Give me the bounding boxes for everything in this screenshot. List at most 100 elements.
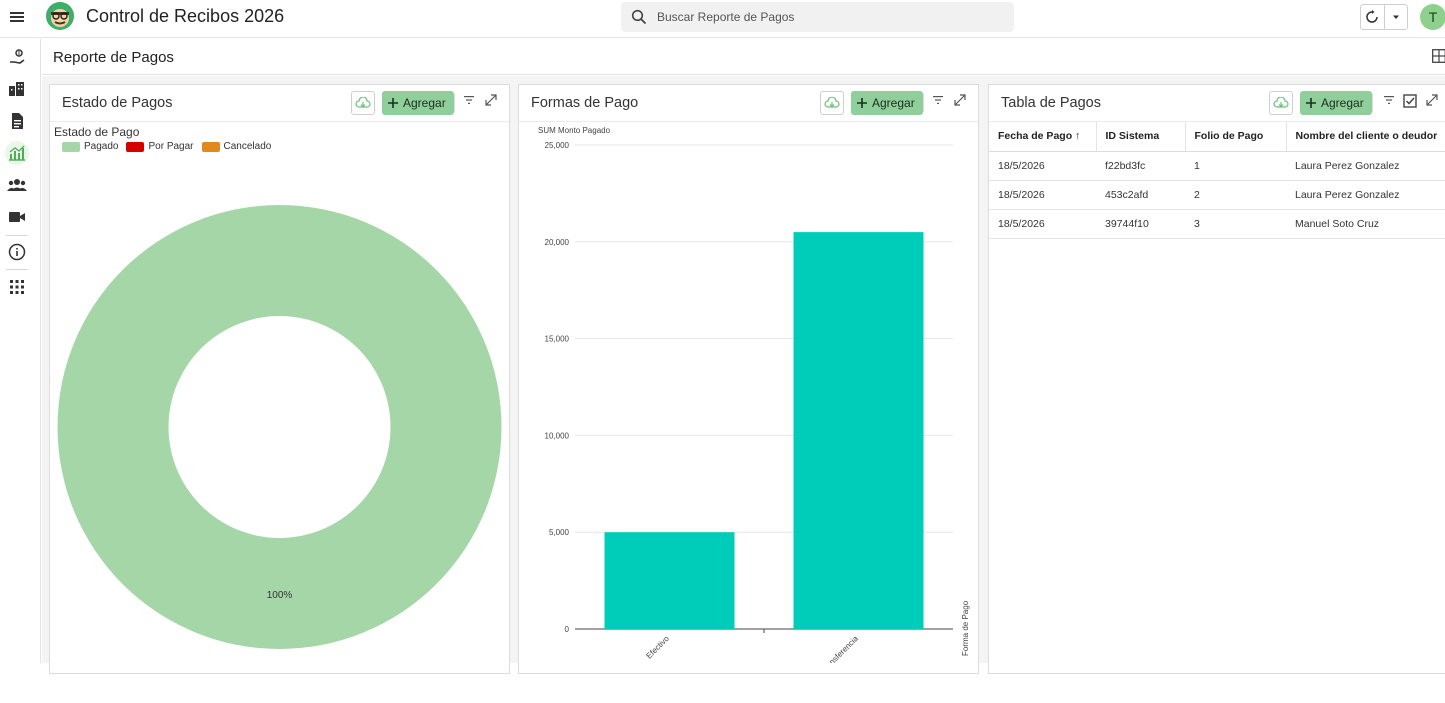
page-header: Reporte de Pagos: [42, 39, 1445, 75]
page-title: Reporte de Pagos: [53, 49, 174, 66]
cell-id: 453c2afd: [1096, 180, 1185, 210]
cloud-download-icon: [355, 97, 371, 108]
plus-icon: [1306, 98, 1316, 108]
cloud-download-icon: [1273, 97, 1289, 108]
panel-title: Formas de Pago: [531, 95, 639, 111]
pie-slice-pagado: [57, 205, 502, 649]
y-tick-label: 10,000: [545, 431, 570, 440]
filter-icon[interactable]: [463, 94, 475, 106]
expand-icon[interactable]: [954, 94, 966, 106]
cell-fecha: 18/5/2026: [989, 151, 1096, 181]
cell-fecha: 18/5/2026: [989, 180, 1096, 210]
nav-video-icon[interactable]: [5, 205, 29, 229]
add-button-label: Agregar: [403, 96, 446, 110]
panel-header: Formas de Pago Agregar: [519, 85, 978, 122]
cloud-download-icon: [824, 97, 840, 108]
layout-grid-icon[interactable]: [1432, 49, 1445, 63]
nav-payments-icon[interactable]: [5, 45, 29, 69]
nav-document-icon[interactable]: [5, 109, 29, 133]
left-nav-rail: [0, 39, 41, 663]
y-tick-label: 20,000: [545, 238, 570, 247]
top-bar: Control de Recibos 2026 T: [0, 0, 1445, 38]
y-tick-label: 0: [565, 625, 570, 634]
panel-header: Tabla de Pagos Agregar: [989, 85, 1445, 122]
search-bar[interactable]: [621, 2, 1014, 32]
y-tick-label: 5,000: [549, 528, 570, 537]
expand-icon[interactable]: [485, 94, 497, 106]
menu-icon[interactable]: [6, 6, 28, 28]
table-row[interactable]: 18/5/2026 f22bd3fc 1 Laura Perez Gonzale…: [989, 151, 1445, 181]
cloud-download-button[interactable]: [1269, 91, 1293, 115]
legend-title: Estado de Pago: [54, 125, 140, 139]
panel-title: Estado de Pagos: [62, 95, 173, 111]
sync-button[interactable]: [1361, 5, 1385, 29]
panel-header: Estado de Pagos Agregar: [50, 85, 509, 122]
panel-title: Tabla de Pagos: [1001, 95, 1101, 111]
nav-buildings-icon[interactable]: [5, 77, 29, 101]
table-header-row: Fecha de Pago ↑ ID Sistema Folio de Pago…: [989, 122, 1445, 152]
cell-folio: 2: [1185, 180, 1286, 210]
cell-id: 39744f10: [1096, 209, 1185, 239]
pie-data-label: 100%: [267, 590, 293, 601]
app-logo: [46, 2, 74, 30]
cell-id: f22bd3fc: [1096, 151, 1185, 181]
caret-down-icon: [1392, 15, 1399, 19]
y-axis-label: SUM Monto Pagado: [538, 126, 611, 135]
legend-item-pagado[interactable]: Pagado: [62, 141, 118, 152]
legend-item-cancelado[interactable]: Cancelado: [201, 141, 272, 152]
payments-table: Fecha de Pago ↑ ID Sistema Folio de Pago…: [989, 122, 1445, 239]
nav-divider: [6, 269, 28, 270]
column-header-id[interactable]: ID Sistema: [1096, 122, 1186, 152]
plus-icon: [388, 98, 398, 108]
sort-asc-icon: ↑: [1075, 130, 1081, 143]
legend-label: Pagado: [84, 141, 119, 152]
user-avatar[interactable]: T: [1420, 4, 1445, 30]
plus-icon: [857, 98, 867, 108]
donut-chart: 100%: [57, 205, 502, 649]
panel-formas-de-pago: Formas de Pago Agregar SUM Monto Pagado 0…: [518, 84, 979, 674]
sync-control: [1360, 4, 1408, 30]
add-button-label: Agregar: [872, 96, 915, 110]
bar-transferencia: [793, 232, 924, 629]
nav-info-icon[interactable]: [5, 240, 29, 264]
y-tick-label: 25,000: [545, 141, 570, 150]
app-title: Control de Recibos 2026: [86, 6, 285, 26]
x-axis-label: Forma de Pago: [961, 600, 970, 656]
filter-icon[interactable]: [932, 94, 944, 106]
add-button[interactable]: Agregar: [851, 91, 923, 115]
column-header-fecha[interactable]: Fecha de Pago ↑: [989, 122, 1097, 152]
cell-folio: 3: [1185, 209, 1286, 239]
column-header-folio[interactable]: Folio de Pago: [1185, 122, 1287, 152]
table-row[interactable]: 18/5/2026 453c2afd 2 Laura Perez Gonzale…: [989, 180, 1445, 210]
nav-chart-icon[interactable]: [5, 141, 29, 165]
legend-label: Cancelado: [223, 141, 272, 152]
nav-divider: [6, 235, 28, 236]
cell-nombre: Laura Perez Gonzalez: [1286, 151, 1445, 181]
legend-item-por-pagar[interactable]: Por Pagar: [126, 141, 194, 152]
add-button[interactable]: Agregar: [382, 91, 454, 115]
column-header-nombre[interactable]: Nombre del cliente o deudor: [1286, 122, 1445, 152]
x-tick-label: Transferencia: [819, 634, 860, 663]
nav-users-icon[interactable]: [5, 173, 29, 197]
x-tick-label: Efectivo: [644, 634, 671, 661]
cloud-download-button[interactable]: [351, 91, 375, 115]
chart-legend: Pagado Por Pagar Cancelado: [62, 141, 271, 152]
bar-chart: SUM Monto Pagado 0 5,000 10,000 15,000 20,000…: [538, 126, 970, 663]
search-icon: [631, 9, 647, 25]
legend-swatch-cancelado: [201, 141, 220, 152]
y-tick-label: 15,000: [545, 335, 570, 344]
cell-nombre: Laura Perez Gonzalez: [1286, 180, 1445, 210]
cell-folio: 1: [1185, 151, 1286, 181]
bar-efectivo: [604, 532, 735, 629]
select-checkbox-icon[interactable]: [1403, 94, 1417, 108]
add-button[interactable]: Agregar: [1300, 91, 1372, 115]
table-row[interactable]: 18/5/2026 39744f10 3 Manuel Soto Cruz: [989, 209, 1445, 239]
cell-fecha: 18/5/2026: [989, 209, 1096, 239]
legend-swatch-por-pagar: [126, 141, 145, 152]
search-input[interactable]: [657, 2, 1007, 32]
expand-icon[interactable]: [1426, 94, 1438, 106]
sync-dropdown-button[interactable]: [1385, 5, 1408, 29]
cloud-download-button[interactable]: [820, 91, 844, 115]
nav-apps-icon[interactable]: [5, 275, 29, 299]
filter-icon[interactable]: [1383, 94, 1395, 106]
